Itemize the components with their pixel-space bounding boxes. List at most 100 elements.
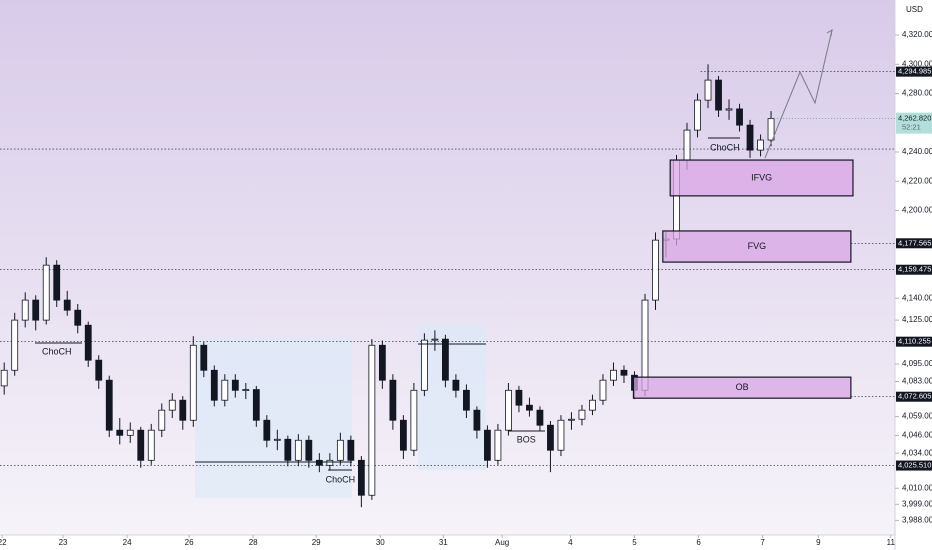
candle-body — [315, 459, 323, 466]
x-tick-label: 28 — [249, 538, 258, 547]
candle-body — [683, 129, 691, 161]
candle-body — [32, 299, 40, 321]
y-tick-label: 4,320.000 — [902, 30, 932, 39]
candle-body — [53, 264, 61, 301]
x-tick-label: 23 — [59, 538, 68, 547]
candle-body — [725, 108, 733, 111]
candle-body — [189, 344, 197, 421]
currency-label: USD — [906, 5, 923, 14]
candle-body — [420, 339, 428, 391]
candle-body — [441, 338, 449, 381]
x-tick-label: 24 — [123, 538, 132, 547]
candle-body — [399, 419, 407, 451]
y-tick-label: 4,240.000 — [902, 147, 932, 156]
price-axis — [895, 0, 932, 550]
candle-body — [736, 108, 743, 126]
candle-body — [284, 438, 292, 461]
zone-label: OB — [736, 382, 749, 392]
zone-label: IFVG — [751, 172, 772, 182]
candle-body — [11, 319, 19, 371]
candle-body — [231, 379, 239, 391]
candle-body — [137, 429, 145, 461]
candle-body — [42, 264, 50, 321]
countdown-label: 52:21 — [902, 123, 921, 132]
y-tick-label: 4,046.000 — [902, 431, 932, 440]
price-label: 4,177.565 — [898, 238, 931, 247]
annotation: ChoCH — [326, 474, 356, 484]
x-tick-label: Aug — [495, 538, 509, 547]
projection-arrowhead — [826, 29, 833, 37]
candle-body — [347, 439, 355, 461]
price-label: 4,110.255 — [898, 337, 931, 346]
x-tick-label: 31 — [439, 538, 448, 547]
y-tick-label: 4,095.000 — [902, 359, 932, 368]
candle-body — [126, 429, 134, 436]
candle-body — [252, 389, 260, 421]
y-tick-label: 4,083.000 — [902, 377, 932, 386]
candle-body — [463, 389, 470, 411]
y-tick-label: 4,200.000 — [902, 206, 932, 215]
candle-body — [536, 409, 544, 426]
time-axis — [0, 535, 895, 550]
candle-body — [378, 344, 386, 381]
candle-body — [63, 299, 71, 311]
candle-body — [484, 429, 491, 461]
candle-body — [505, 389, 512, 431]
x-tick-label: 11 — [887, 538, 896, 547]
candle-body — [431, 338, 439, 341]
candle-body — [305, 439, 313, 461]
candle-body — [116, 429, 124, 436]
price-label: 4,072.605 — [898, 392, 931, 401]
candle-body — [410, 389, 418, 451]
zone — [632, 376, 852, 399]
candle-body — [368, 344, 376, 496]
x-tick-label: 6 — [696, 538, 701, 547]
x-tick-label: 30 — [376, 538, 385, 547]
last-price-box — [896, 112, 932, 134]
candle-body — [210, 369, 218, 401]
candle-body — [84, 324, 92, 361]
last-price-label: 4,262.820 — [898, 114, 931, 123]
candle-body — [473, 409, 481, 431]
candle-body — [168, 399, 176, 411]
y-tick-label: 4,034.000 — [902, 448, 932, 457]
candle-body — [294, 439, 302, 461]
x-tick-label: 29 — [312, 538, 321, 547]
candle-body — [158, 409, 166, 431]
y-tick-label: 4,125.000 — [902, 315, 932, 324]
candle-body — [610, 369, 617, 381]
y-tick-label: 3,988.000 — [902, 515, 932, 524]
candle-body — [526, 404, 533, 411]
candle-body — [242, 389, 250, 391]
candle-body — [105, 379, 113, 431]
zone — [669, 159, 854, 197]
candle-body — [273, 438, 281, 441]
candle-body — [200, 344, 208, 371]
annotation: ChoCH — [710, 142, 740, 152]
candle-body — [515, 389, 523, 406]
candle-body — [757, 139, 764, 151]
candle-body — [95, 359, 103, 381]
candle-body — [179, 399, 187, 421]
price-label: 4,159.475 — [898, 265, 931, 274]
y-tick-label: 3,999.000 — [902, 499, 932, 508]
candle-body — [746, 124, 754, 151]
candle-body — [452, 379, 460, 391]
y-tick-label: 4,140.000 — [902, 293, 932, 302]
candle-body — [599, 379, 607, 401]
price-label-box — [896, 66, 932, 77]
candle-body — [147, 429, 155, 461]
candle-body — [0, 369, 8, 387]
x-tick-label: 4 — [568, 538, 573, 547]
zone — [662, 230, 852, 263]
price-label-box — [896, 238, 932, 249]
candle-body — [389, 379, 397, 421]
candle-body — [557, 419, 565, 451]
candle-body — [74, 309, 82, 326]
y-tick-label: 4,059.000 — [902, 412, 932, 421]
x-tick-label: 7 — [760, 538, 765, 547]
price-label-box — [896, 391, 932, 402]
candle-body — [589, 399, 596, 411]
price-label-box — [896, 460, 932, 471]
